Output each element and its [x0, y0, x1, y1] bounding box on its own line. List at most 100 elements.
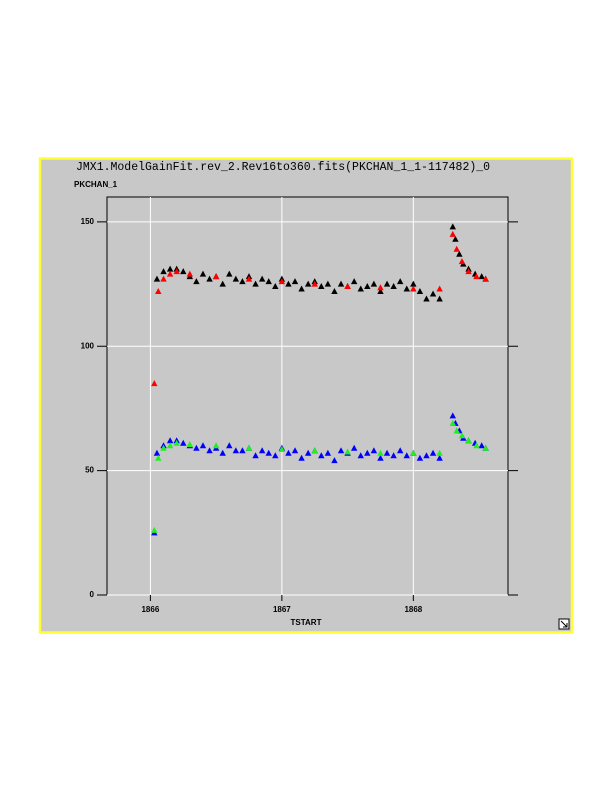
point — [416, 454, 424, 461]
resize-icon[interactable] — [558, 618, 570, 630]
point — [396, 278, 404, 285]
chart-title: JMX1.ModelGainFit.rev_2.Rev16to360.fits(… — [76, 161, 490, 174]
point — [239, 447, 246, 454]
point — [337, 447, 345, 454]
point — [473, 273, 480, 280]
point — [278, 278, 286, 285]
x-tick-label: 1866 — [141, 605, 159, 614]
point — [357, 285, 364, 292]
point — [436, 449, 443, 456]
point — [377, 284, 384, 291]
point — [383, 449, 391, 456]
plot-area — [106, 196, 509, 596]
point — [456, 250, 463, 257]
point — [166, 437, 174, 444]
point — [166, 442, 174, 449]
point — [350, 278, 358, 285]
point — [410, 449, 417, 456]
point — [318, 283, 325, 290]
point — [226, 442, 233, 449]
point — [160, 268, 167, 275]
point — [449, 419, 456, 426]
point — [436, 295, 443, 302]
point — [482, 275, 489, 282]
point — [245, 444, 253, 451]
point — [206, 447, 213, 454]
point — [344, 448, 351, 455]
point — [473, 442, 480, 449]
point — [285, 280, 292, 287]
point — [265, 278, 272, 285]
point — [458, 258, 466, 265]
point — [252, 452, 259, 459]
point — [153, 449, 161, 456]
point — [383, 280, 391, 287]
point — [173, 268, 180, 275]
point — [160, 275, 167, 282]
point — [193, 444, 200, 451]
point — [370, 447, 378, 454]
point — [285, 449, 292, 456]
point — [453, 427, 460, 434]
point — [311, 447, 318, 454]
point — [232, 447, 240, 454]
point — [465, 437, 472, 444]
point — [232, 275, 240, 282]
point — [377, 454, 384, 461]
point — [186, 441, 194, 448]
point — [153, 275, 161, 282]
x-tick-label: 1867 — [273, 605, 291, 614]
point — [155, 454, 162, 461]
point — [151, 526, 158, 533]
point — [318, 452, 325, 459]
y-tick-label: 0 — [90, 590, 95, 599]
point — [377, 288, 384, 295]
point — [199, 270, 207, 277]
point — [410, 280, 417, 287]
point — [206, 275, 213, 282]
point — [449, 230, 456, 237]
point — [403, 285, 410, 292]
point — [239, 278, 246, 285]
point — [357, 452, 364, 459]
point — [449, 412, 456, 419]
point — [226, 270, 233, 277]
point — [436, 454, 443, 461]
point — [186, 270, 194, 277]
point — [155, 288, 162, 295]
point — [173, 439, 180, 446]
y-tick-label: 100 — [81, 341, 95, 350]
point — [265, 449, 272, 456]
point — [291, 447, 299, 454]
point — [331, 288, 338, 295]
point — [199, 442, 207, 449]
point — [160, 444, 167, 451]
y-tick-label: 50 — [85, 466, 94, 475]
point — [377, 449, 384, 456]
point — [350, 444, 358, 451]
y-axis-label: PKCHAN_1 — [74, 180, 118, 189]
point — [272, 452, 279, 459]
point — [212, 273, 220, 280]
point — [452, 235, 459, 242]
point — [429, 290, 437, 297]
point — [193, 278, 200, 285]
point — [453, 245, 460, 252]
point — [278, 445, 286, 452]
point — [166, 265, 174, 272]
point — [337, 280, 345, 287]
x-axis-label: TSTART — [291, 618, 322, 627]
point — [436, 285, 443, 292]
point — [291, 278, 299, 285]
point — [219, 449, 226, 456]
point — [390, 283, 397, 290]
point — [212, 442, 220, 449]
point — [298, 454, 305, 461]
point — [331, 457, 338, 464]
point — [410, 285, 417, 292]
point — [272, 283, 279, 290]
point — [478, 442, 485, 449]
point — [258, 447, 266, 454]
point — [344, 283, 351, 290]
point — [465, 268, 472, 275]
